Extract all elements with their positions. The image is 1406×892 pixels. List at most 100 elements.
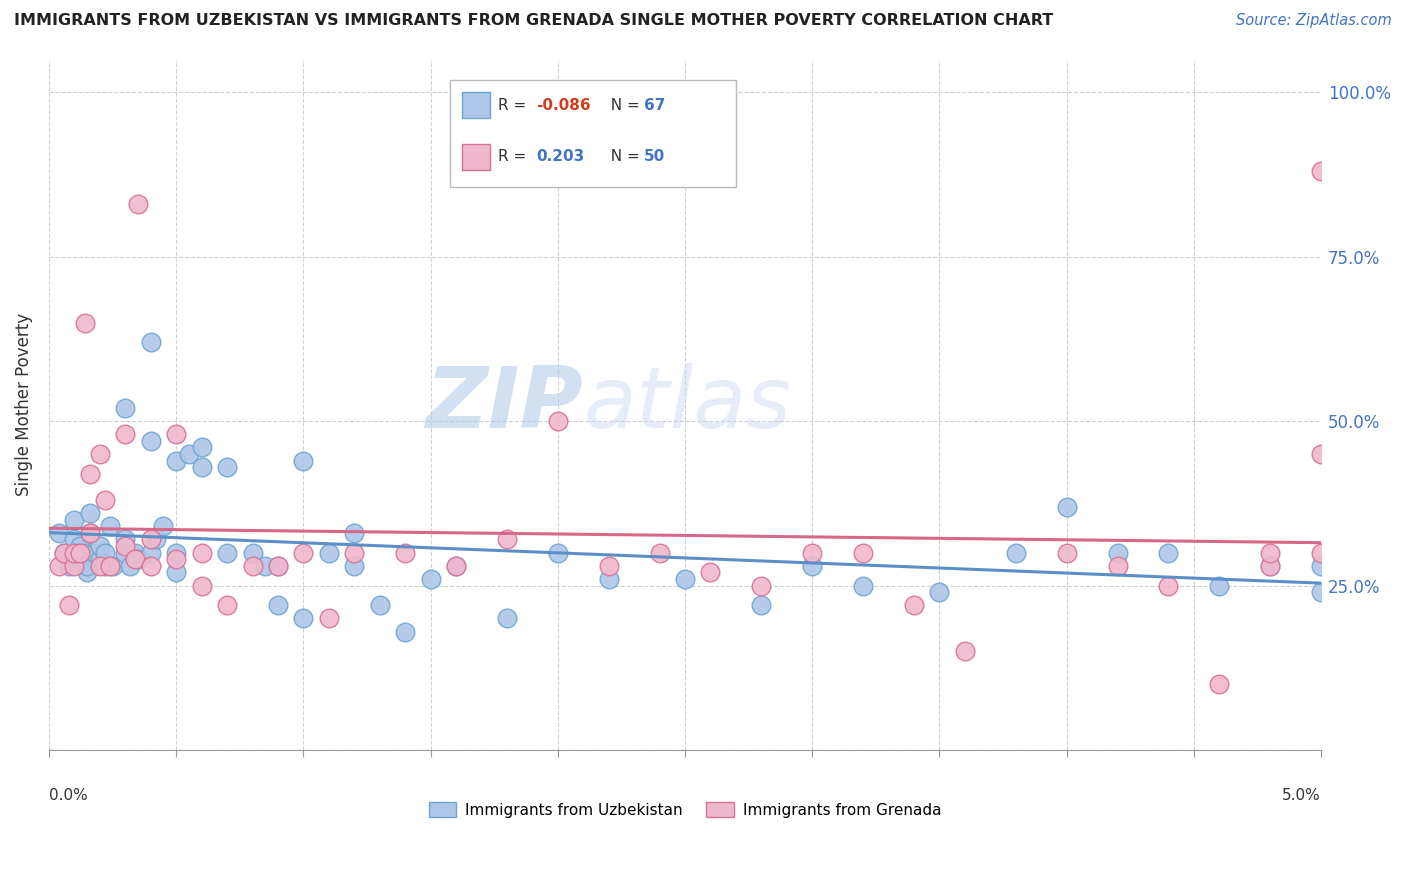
Point (48, 525, 70, 540)
Point (852, 546, 875, 560)
Text: atlas: atlas (583, 363, 792, 446)
Point (343, 525, 366, 540)
Text: N =: N = (600, 150, 645, 164)
Point (1208, 677, 1230, 691)
Point (673, 572, 696, 586)
Point (496, 611, 519, 625)
Point (76, 558, 98, 573)
Y-axis label: Single Mother Poverty: Single Mother Poverty (15, 313, 32, 496)
Point (124, 546, 146, 560)
Point (190, 460, 212, 475)
Point (120, 558, 142, 573)
Point (69, 539, 91, 553)
Point (127, 197, 149, 211)
Point (124, 552, 146, 566)
Point (165, 546, 187, 560)
Point (114, 427, 136, 442)
Point (76, 566, 98, 580)
Point (73, 316, 96, 330)
Point (547, 546, 569, 560)
Point (94, 558, 117, 573)
Point (267, 558, 290, 573)
Point (152, 519, 174, 533)
Point (394, 546, 416, 560)
Point (419, 572, 441, 586)
Point (368, 599, 391, 613)
FancyBboxPatch shape (463, 92, 491, 119)
Point (89, 539, 111, 553)
Point (63, 533, 86, 547)
Text: ZIP: ZIP (426, 363, 583, 446)
Point (1004, 546, 1026, 560)
Text: 5.0%: 5.0% (1282, 788, 1322, 803)
Point (648, 546, 671, 560)
Point (1310, 585, 1333, 599)
Point (89, 447, 111, 461)
Point (48, 558, 70, 573)
Point (127, 552, 149, 566)
Point (215, 546, 238, 560)
Point (318, 611, 340, 625)
Point (63, 546, 86, 560)
Text: 50: 50 (644, 150, 665, 164)
Point (79, 525, 101, 540)
Point (852, 578, 875, 592)
Point (165, 566, 187, 580)
Point (598, 572, 620, 586)
Point (1157, 546, 1180, 560)
Point (69, 546, 91, 560)
Text: R =: R = (498, 150, 536, 164)
Point (1107, 546, 1129, 560)
Point (83, 546, 105, 560)
Point (242, 546, 264, 560)
Point (53, 546, 76, 560)
Point (139, 533, 162, 547)
Point (190, 546, 212, 560)
Point (1310, 546, 1333, 560)
Point (242, 558, 264, 573)
Text: N =: N = (600, 97, 645, 112)
Point (53, 546, 76, 560)
Point (292, 546, 315, 560)
Point (177, 447, 200, 461)
Point (292, 611, 315, 625)
Point (292, 453, 315, 467)
Point (343, 558, 366, 573)
Point (598, 558, 620, 573)
Point (318, 546, 340, 560)
Point (101, 558, 124, 573)
Point (547, 414, 569, 428)
Point (94, 546, 117, 560)
Point (1310, 164, 1333, 178)
Point (139, 335, 162, 350)
Point (63, 558, 86, 573)
Point (267, 599, 290, 613)
Point (114, 539, 136, 553)
Point (139, 434, 162, 448)
Point (394, 624, 416, 639)
Text: 0.0%: 0.0% (49, 788, 87, 803)
Point (165, 552, 187, 566)
Point (444, 558, 467, 573)
Point (928, 585, 950, 599)
Point (749, 578, 772, 592)
Point (1310, 447, 1333, 461)
Point (79, 506, 101, 520)
Point (58, 558, 80, 573)
Text: 67: 67 (644, 97, 665, 112)
Point (89, 558, 111, 573)
Point (165, 453, 187, 467)
Point (444, 558, 467, 573)
Point (98, 519, 121, 533)
Point (1258, 546, 1281, 560)
Point (114, 401, 136, 415)
FancyBboxPatch shape (450, 80, 735, 187)
Point (165, 427, 187, 442)
Point (1208, 578, 1230, 592)
Point (58, 599, 80, 613)
Text: R =: R = (498, 97, 531, 112)
Point (1310, 558, 1333, 573)
Point (254, 558, 277, 573)
Point (190, 441, 212, 455)
Point (215, 599, 238, 613)
